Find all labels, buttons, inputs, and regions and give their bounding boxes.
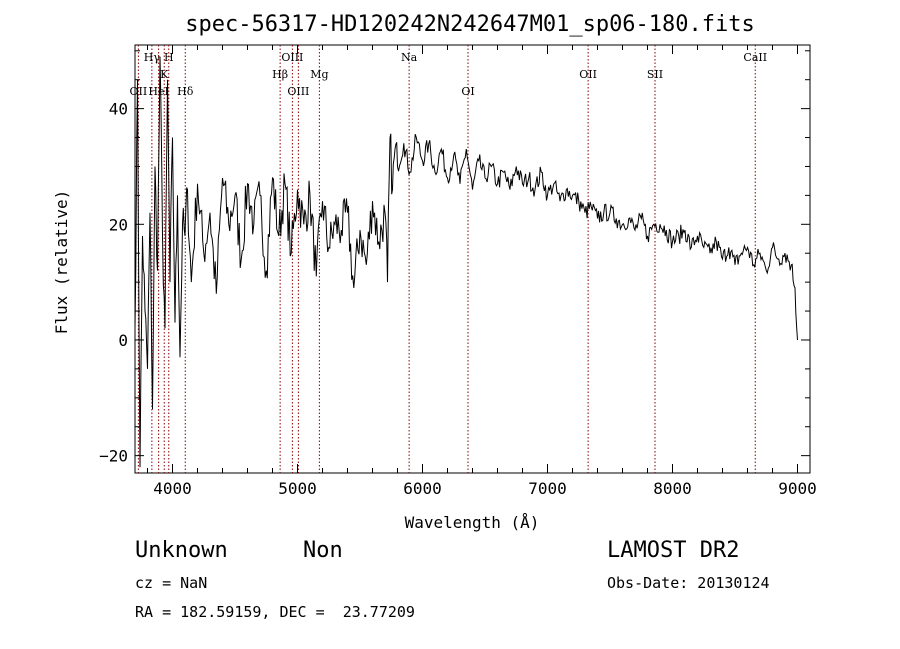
y-axis-label: Flux (relative) [52, 190, 71, 335]
line-label-9: OIII [287, 85, 309, 98]
line-label-3: K [160, 68, 169, 81]
object-type: Unknown [135, 538, 228, 563]
line-label-11: OI [461, 85, 474, 98]
observation-date: Obs-Date: 20130124 [607, 574, 770, 592]
y-tick-label-2: 20 [109, 215, 128, 234]
line-label-6: OIII [281, 51, 303, 64]
x-tick-label-1: 5000 [278, 479, 317, 498]
line-label-8: Mg [310, 68, 328, 81]
x-tick-label-5: 9000 [778, 479, 817, 498]
ra-dec-coordinates: RA = 182.59159, DEC = 23.77209 [135, 603, 415, 621]
plot-frame [134, 44, 811, 474]
spectrum-series-line [134, 56, 798, 468]
line-label-5: Hδ [177, 85, 194, 98]
x-axis-label: Wavelength (Å) [405, 513, 540, 532]
x-tick-label-0: 4000 [153, 479, 192, 498]
line-label-0: OII [130, 85, 148, 98]
y-tick-label-0: −20 [99, 447, 128, 466]
x-tick-label-3: 7000 [528, 479, 567, 498]
redshift-cz: cz = NaN [135, 574, 208, 592]
line-label-13: SII [647, 68, 663, 81]
y-tick-label-3: 40 [109, 100, 128, 119]
line-label-14: CaII [743, 51, 767, 64]
y-tick-label-1: 0 [118, 331, 128, 350]
x-tick-label-2: 6000 [403, 479, 442, 498]
line-label-7: Hβ [272, 68, 288, 81]
line-label-2: H [164, 51, 174, 64]
chart-title: spec-56317-HD120242N242647M01_sp06-180.f… [185, 12, 755, 37]
line-label-1: Hγ [144, 51, 161, 64]
survey-name: LAMOST DR2 [607, 538, 740, 563]
x-tick-label-4: 8000 [653, 479, 692, 498]
line-label-10: Na [401, 51, 418, 64]
line-label-12: OII [579, 68, 597, 81]
line-label-4: HeI [148, 85, 168, 98]
object-subtype: Non [303, 538, 343, 563]
